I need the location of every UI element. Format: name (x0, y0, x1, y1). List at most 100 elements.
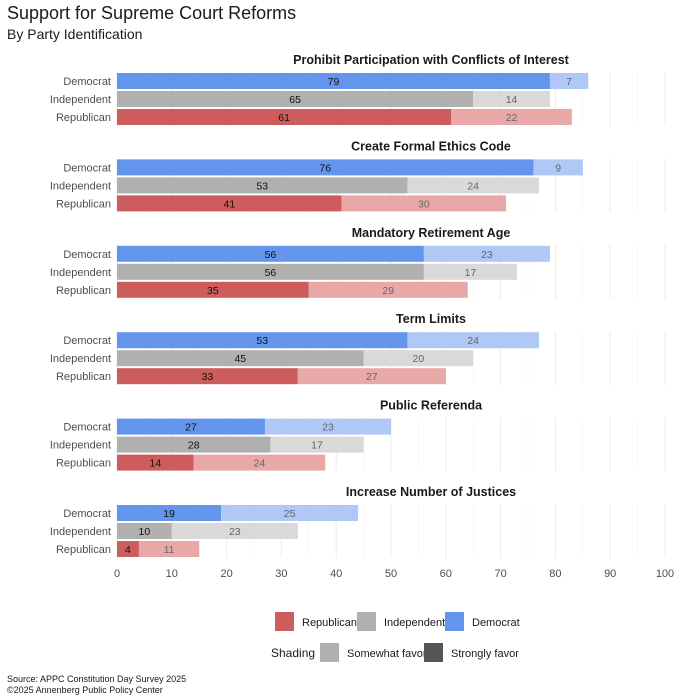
data-label-strongly: 33 (202, 371, 214, 383)
category-label: Democrat (63, 162, 111, 174)
data-label-somewhat: 23 (229, 526, 241, 538)
bar-strongly-favor (117, 245, 424, 262)
credit-note: ©2025 Annenberg Public Policy Center (7, 685, 163, 695)
bar-somewhat-favor (138, 541, 200, 557)
bar-somewhat-favor (451, 109, 572, 125)
x-tick-label: 20 (220, 568, 232, 580)
data-label-somewhat: 27 (366, 371, 378, 383)
data-label-somewhat: 22 (506, 112, 518, 124)
data-label-strongly: 10 (139, 526, 151, 538)
bar-somewhat-favor (297, 368, 446, 385)
x-tick-label: 70 (494, 568, 506, 580)
legend-label: Democrat (472, 617, 520, 629)
x-tick-label: 90 (604, 568, 616, 580)
legend-swatch (320, 643, 339, 662)
data-label-strongly: 56 (265, 267, 277, 279)
panel-title: Prohibit Participation with Conflicts of… (293, 53, 570, 67)
category-label: Independent (50, 440, 111, 452)
data-label-strongly: 53 (256, 180, 268, 192)
category-label: Independent (50, 267, 111, 279)
bar-strongly-favor (117, 523, 172, 539)
bar-somewhat-favor (270, 436, 364, 453)
data-label-strongly: 65 (289, 94, 301, 106)
bar-strongly-favor (117, 109, 452, 125)
category-label: Republican (56, 198, 111, 210)
category-label: Independent (50, 353, 111, 365)
data-label-somewhat: 17 (311, 440, 323, 452)
bar-strongly-favor (117, 436, 271, 453)
x-tick-label: 0 (114, 568, 120, 580)
data-label-somewhat: 24 (467, 335, 479, 347)
bar-strongly-favor (117, 281, 309, 298)
category-label: Republican (56, 458, 111, 470)
panel-title: Mandatory Retirement Age (352, 226, 511, 240)
source-note: Source: APPC Constitution Day Survey 202… (7, 674, 187, 684)
category-label: Democrat (63, 508, 111, 520)
bar-strongly-favor (117, 332, 408, 349)
x-tick-label: 80 (549, 568, 561, 580)
legend-label: Strongly favor (451, 648, 519, 660)
x-tick-label: 50 (385, 568, 397, 580)
x-tick-label: 40 (330, 568, 342, 580)
category-label: Republican (56, 544, 111, 556)
data-label-somewhat: 14 (506, 94, 518, 106)
data-label-strongly: 56 (265, 249, 277, 261)
legend-swatch (424, 643, 443, 662)
x-tick-label: 60 (440, 568, 452, 580)
bar-strongly-favor (117, 541, 139, 557)
bar-strongly-favor (117, 73, 550, 89)
legend-label: Independent (384, 617, 445, 629)
data-label-strongly: 35 (207, 285, 219, 297)
panel-title: Term Limits (396, 312, 466, 326)
data-label-somewhat: 20 (413, 353, 425, 365)
data-label-somewhat: 7 (566, 76, 572, 88)
bar-somewhat-favor (423, 245, 550, 262)
bar-somewhat-favor (193, 454, 326, 471)
bar-strongly-favor (117, 263, 424, 280)
bar-somewhat-favor (407, 332, 539, 349)
legend-swatch (357, 612, 376, 631)
bar-somewhat-favor (549, 73, 589, 89)
bar-strongly-favor (117, 91, 474, 107)
category-label: Republican (56, 371, 111, 383)
bar-somewhat-favor (171, 523, 298, 539)
bar-strongly-favor (117, 368, 298, 385)
chart-title: Support for Supreme Court Reforms (7, 3, 297, 23)
category-label: Democrat (63, 76, 111, 88)
bar-somewhat-favor (423, 263, 518, 280)
category-label: Republican (56, 112, 111, 124)
data-label-somewhat: 9 (555, 162, 561, 174)
category-label: Democrat (63, 249, 111, 261)
bar-somewhat-favor (407, 177, 539, 194)
panel-title: Public Referenda (380, 399, 483, 413)
legend-swatch (445, 612, 464, 631)
bar-somewhat-favor (341, 195, 507, 212)
data-label-strongly: 61 (278, 112, 290, 124)
bar-strongly-favor (117, 454, 194, 471)
category-label: Republican (56, 285, 111, 297)
category-label: Independent (50, 526, 111, 538)
category-label: Independent (50, 94, 111, 106)
bar-somewhat-favor (533, 159, 583, 176)
bar-somewhat-favor (221, 505, 359, 521)
data-label-somewhat: 24 (467, 180, 479, 192)
data-label-strongly: 79 (328, 76, 340, 88)
bar-strongly-favor (117, 418, 265, 435)
x-tick-label: 30 (275, 568, 287, 580)
panel-title: Increase Number of Justices (346, 485, 516, 499)
x-tick-label: 100 (656, 568, 674, 580)
data-label-somewhat: 30 (418, 198, 430, 210)
data-label-strongly: 41 (223, 198, 235, 210)
data-label-somewhat: 23 (481, 249, 493, 261)
data-label-strongly: 19 (163, 508, 175, 520)
data-label-strongly: 53 (256, 335, 268, 347)
data-label-strongly: 14 (150, 458, 162, 470)
category-label: Democrat (63, 335, 111, 347)
legend-swatch (275, 612, 294, 631)
x-tick-label: 10 (166, 568, 178, 580)
chart-subtitle: By Party Identification (7, 26, 143, 42)
bar-strongly-favor (117, 177, 408, 194)
panel-title: Create Formal Ethics Code (351, 139, 511, 153)
bar-somewhat-favor (264, 418, 391, 435)
